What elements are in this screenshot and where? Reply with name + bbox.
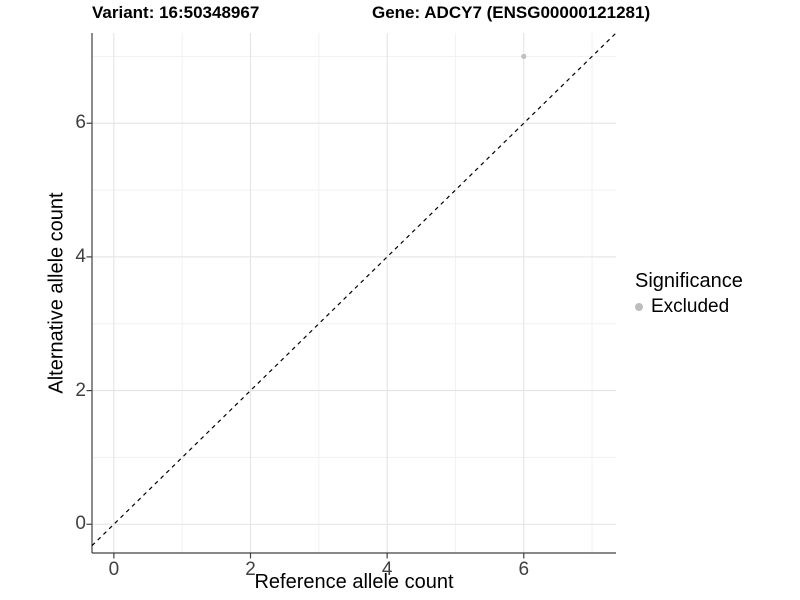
x-axis-title: Reference allele count [254, 571, 454, 593]
y-tick-label: 4 [75, 245, 86, 267]
y-tick-label: 6 [75, 112, 86, 134]
legend-dot-icon [635, 303, 643, 311]
legend-item: Excluded [635, 295, 743, 319]
x-tick-label: 6 [518, 559, 530, 580]
legend-title: Significance [635, 270, 743, 292]
legend: Significance Excluded [635, 268, 743, 319]
legend-items: Excluded [635, 295, 743, 319]
y-tick-label: 2 [75, 379, 86, 401]
identity-reference-line [91, 32, 617, 547]
legend-item-label: Excluded [651, 296, 730, 317]
y-axis-title: Alternative allele count [45, 192, 68, 394]
y-tick-label: 0 [75, 513, 86, 535]
x-tick-label: 0 [108, 559, 120, 580]
plot-title-gene: Gene: ADCY7 (ENSG00000121281) [372, 3, 651, 22]
plot-title-variant: Variant: 16:50348967 [92, 3, 260, 22]
data-point [521, 53, 527, 59]
x-tick-label: 2 [245, 559, 256, 580]
x-tick-label: 4 [381, 559, 393, 580]
